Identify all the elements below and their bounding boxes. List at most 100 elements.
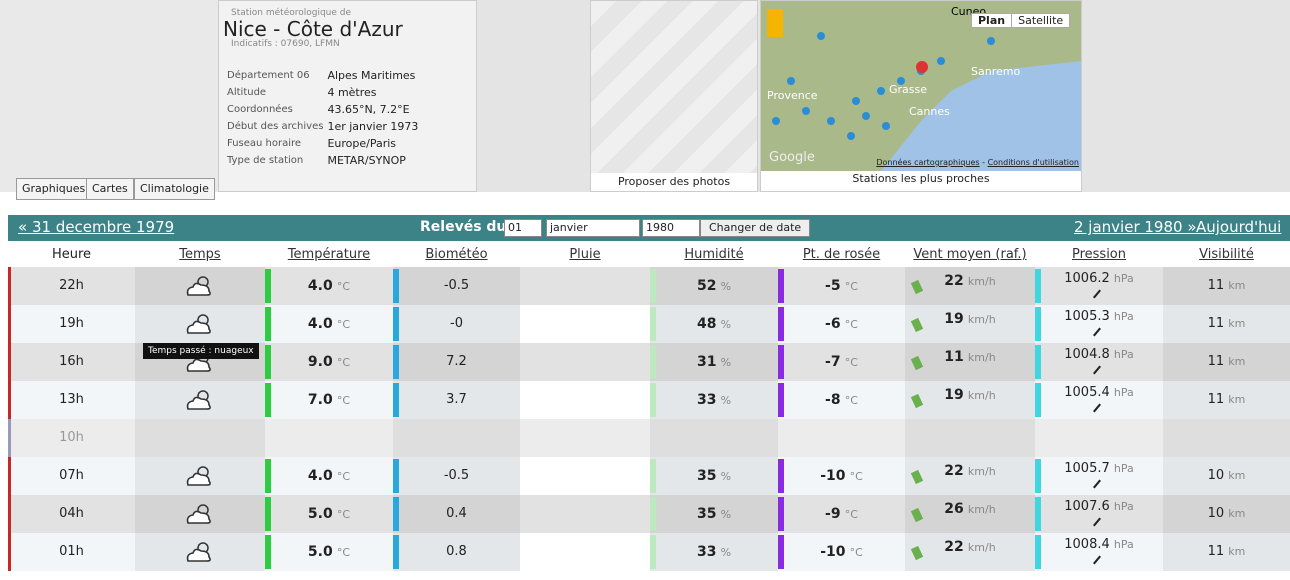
data-row: 19h4.0 °C-048 %-6 °C19 km/h1005.3 hPa11 … (8, 305, 1290, 343)
wind-value: 19 (944, 387, 963, 403)
unit: km (1228, 393, 1245, 406)
hour-cell: 19h (8, 305, 135, 343)
column-header: Humidité (650, 243, 778, 267)
info-value: 4 mètres (327, 84, 422, 101)
unit: °C (337, 394, 350, 407)
hour: 22h (59, 278, 84, 293)
page: Station météorologique de Nice - Côte d'… (0, 0, 1290, 580)
dew-value: -6 (825, 316, 841, 332)
header-text[interactable]: Humidité (684, 247, 743, 262)
photos-link[interactable]: Proposer des photos (591, 173, 757, 191)
dew-value: -9 (825, 506, 841, 522)
day-select[interactable]: 01 (504, 219, 542, 237)
hour-cell: 07h (8, 457, 135, 495)
temp-cell: 4.0 °C (265, 305, 393, 343)
next-day[interactable]: 2 janvier 1980 » (1074, 218, 1197, 236)
vis-cell: 11 km (1163, 343, 1290, 381)
pres-cell: 1004.8 hPa (1035, 343, 1163, 381)
hour-cell: 13h (8, 381, 135, 419)
dew-cell: -10 °C (778, 457, 905, 495)
header-area: Station météorologique de Nice - Côte d'… (0, 0, 1290, 192)
hum-cell: 35 % (650, 495, 778, 533)
temp-cell: 7.0 °C (265, 381, 393, 419)
dew-cell: -5 °C (778, 267, 905, 305)
year-select[interactable]: 1980 (642, 219, 700, 237)
unit: °C (337, 546, 350, 559)
unit: °C (337, 470, 350, 483)
map-place: Cannes (909, 105, 950, 118)
unit: km/h (968, 503, 996, 516)
dew-value: -8 (825, 392, 841, 408)
left-blank (0, 0, 218, 192)
pres-cell: 1008.4 hPa (1035, 533, 1163, 571)
station-codes: Indicatifs : 07690, LFMN (231, 39, 340, 49)
hour-cell: 04h (8, 495, 135, 533)
empty-cell (905, 419, 1035, 457)
hum-value: 33 (697, 544, 716, 560)
header-text[interactable]: Temps (179, 247, 220, 262)
wind-cell: 19 km/h (905, 381, 1035, 419)
pres-value: 1004.8 (1064, 347, 1110, 362)
map-link[interactable]: Données cartographiques (876, 158, 979, 167)
unit: % (721, 394, 731, 407)
column-header: Pression (1035, 243, 1163, 267)
prev-day[interactable]: « 31 decembre 1979 (18, 218, 174, 236)
tab[interactable]: Graphiques (16, 178, 91, 200)
hum-value: 35 (697, 506, 716, 522)
hour: 19h (59, 316, 84, 331)
wind-cell: 11 km/h (905, 343, 1035, 381)
map-panel: Cuneo Sanremo Provence Grasse Cannes Goo… (760, 0, 1082, 192)
unit: hPa (1114, 348, 1134, 361)
map-button[interactable]: Plan (972, 14, 1011, 27)
column-header: Vent moyen (raf.) (905, 243, 1035, 267)
hum-bar (650, 383, 656, 417)
column-header: Température (265, 243, 393, 267)
wind-value: 11 (944, 349, 963, 365)
unit: km/h (968, 465, 996, 478)
header-text[interactable]: Biométéo (425, 247, 487, 262)
temp-bar (265, 497, 271, 531)
temp-cell: 4.0 °C (265, 457, 393, 495)
unit: % (721, 508, 731, 521)
tab[interactable]: Climatologie (134, 178, 215, 200)
header-text[interactable]: Température (288, 247, 370, 262)
month-select[interactable]: janvier (546, 219, 640, 237)
vis-cell: 11 km (1163, 305, 1290, 343)
pres-cell: 1005.7 hPa (1035, 457, 1163, 495)
dew-bar (778, 345, 784, 379)
tab[interactable]: Cartes (86, 178, 134, 200)
dew-value: -10 (820, 544, 845, 560)
bio-cell: -0.5 (393, 457, 520, 495)
temp-cell: 5.0 °C (265, 533, 393, 571)
separator: - (982, 158, 985, 167)
pegman[interactable] (767, 9, 783, 37)
data-row: 22h4.0 °C-0.552 %-5 °C22 km/h1006.2 hPa1… (8, 267, 1290, 305)
pressure-arrow (1093, 290, 1101, 299)
empty-cell (1035, 419, 1163, 457)
temp-value: 5.0 (308, 544, 333, 560)
bio-bar (393, 497, 399, 531)
vis-value: 11 (1208, 354, 1225, 369)
bio-value: -0 (450, 316, 463, 331)
header-text[interactable]: Pression (1072, 247, 1126, 262)
pressure-arrow (1093, 366, 1101, 375)
info-row: Coordonnées43.65°N, 7.2°E (227, 101, 422, 118)
bio-cell: 0.4 (393, 495, 520, 533)
weather-icon (183, 463, 217, 489)
header-text[interactable]: Pt. de rosée (803, 247, 880, 262)
weather-cell (135, 305, 265, 343)
wind-arrow (911, 280, 923, 294)
header-text[interactable]: Visibilité (1199, 247, 1254, 262)
pressure-arrow (1093, 556, 1101, 565)
hour: 10h (59, 430, 84, 445)
map-link[interactable]: Conditions d'utilisation (988, 158, 1079, 167)
map-button[interactable]: Satellite (1011, 14, 1069, 27)
hum-value: 48 (697, 316, 716, 332)
header-text[interactable]: Pluie (569, 247, 600, 262)
unit: °C (850, 546, 863, 559)
unit: hPa (1114, 386, 1134, 399)
bio-bar (393, 383, 399, 417)
header-text[interactable]: Vent moyen (raf.) (913, 247, 1026, 262)
empty-cell (265, 419, 393, 457)
change-date-button[interactable]: Changer de date (700, 219, 810, 237)
